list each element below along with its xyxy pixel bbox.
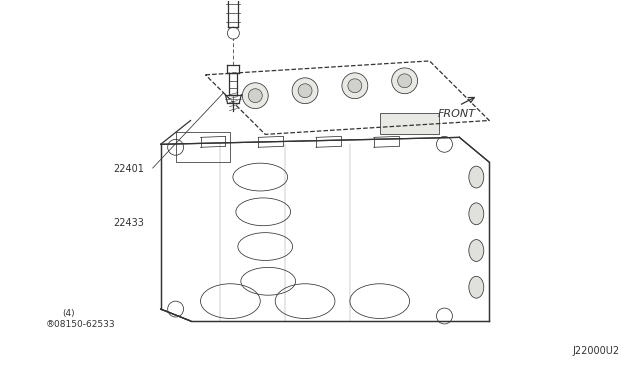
Ellipse shape bbox=[469, 203, 484, 225]
Text: (4): (4) bbox=[62, 309, 74, 318]
Ellipse shape bbox=[469, 276, 484, 298]
Bar bbox=[380, 113, 440, 134]
Circle shape bbox=[392, 68, 417, 94]
Ellipse shape bbox=[469, 240, 484, 262]
Text: ®08150-62533: ®08150-62533 bbox=[46, 320, 116, 329]
Circle shape bbox=[243, 83, 268, 109]
Circle shape bbox=[342, 73, 368, 99]
Text: 22401: 22401 bbox=[113, 164, 144, 174]
Text: 22433: 22433 bbox=[113, 218, 144, 228]
Text: J22000U2: J22000U2 bbox=[572, 346, 620, 356]
Circle shape bbox=[248, 89, 262, 103]
Bar bbox=[175, 132, 230, 162]
Circle shape bbox=[292, 78, 318, 104]
Circle shape bbox=[348, 79, 362, 93]
Circle shape bbox=[397, 74, 412, 88]
Ellipse shape bbox=[469, 166, 484, 188]
Text: FRONT: FRONT bbox=[438, 109, 476, 119]
Circle shape bbox=[298, 84, 312, 98]
